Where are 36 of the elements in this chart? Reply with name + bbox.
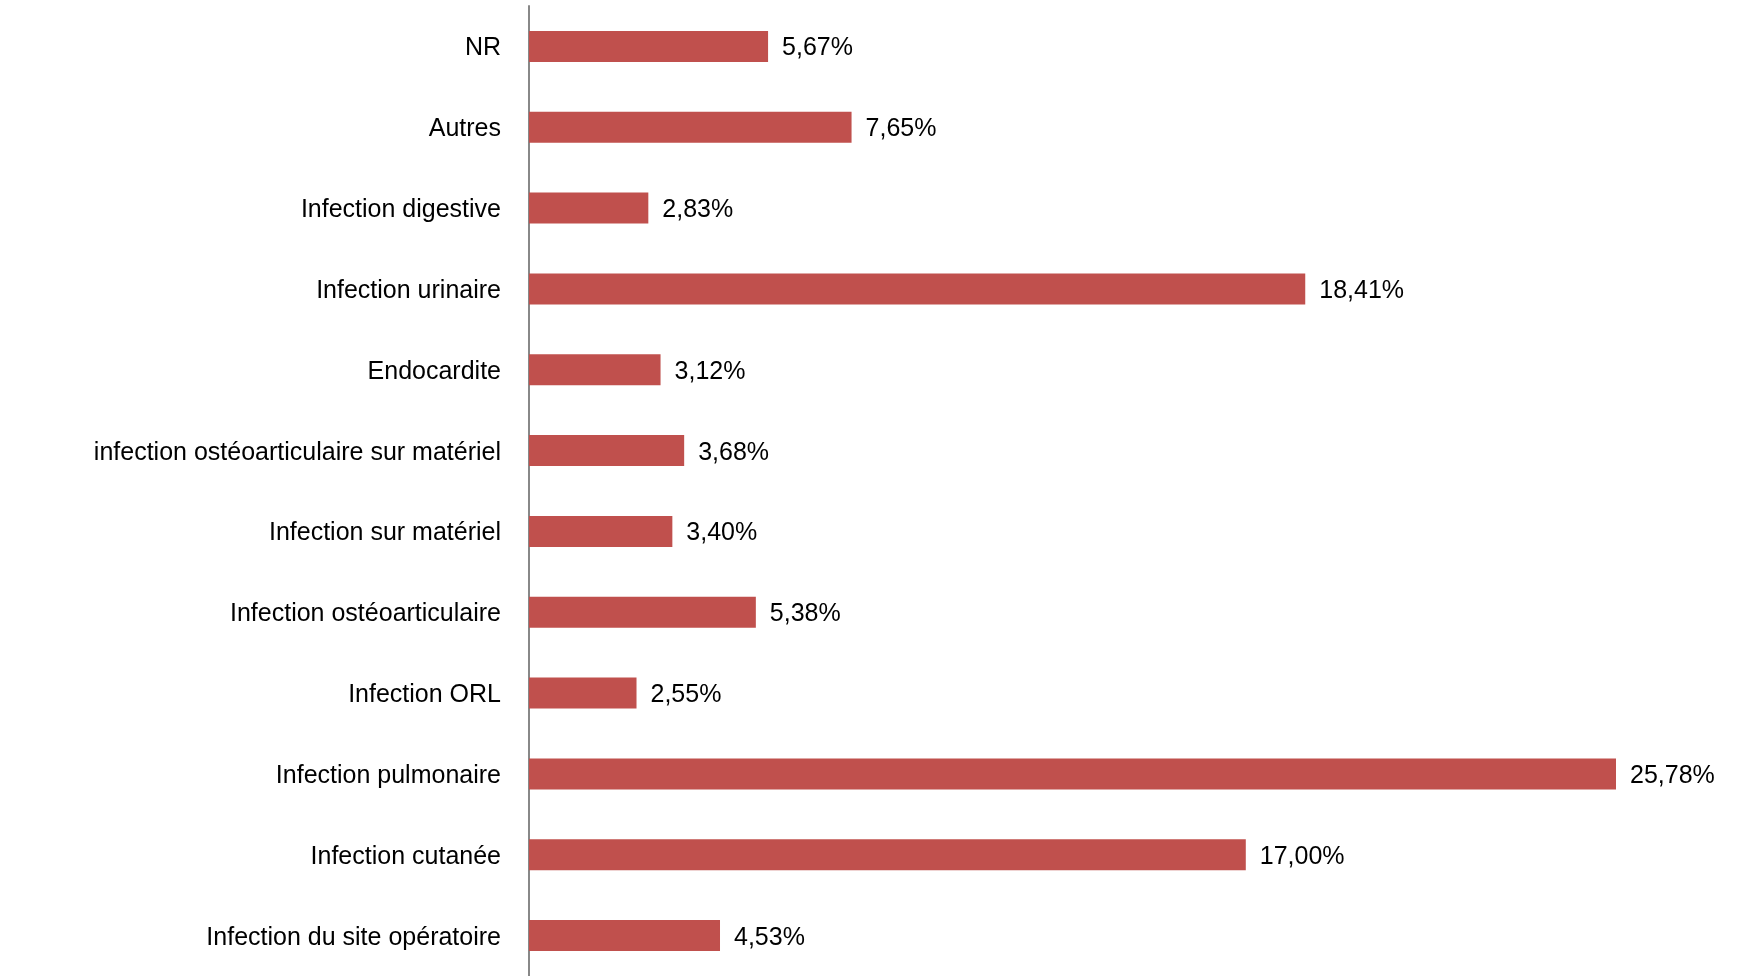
- y-tick-label: Infection pulmonaire: [275, 759, 501, 788]
- bar: [529, 111, 852, 143]
- y-tick-label: Infection ostéoarticulaire: [230, 598, 501, 627]
- y-tick-label: Endocardite: [367, 355, 501, 384]
- bar: [529, 515, 673, 547]
- data-label: 5,67%: [782, 32, 853, 61]
- y-tick-label: Infection du site opératoire: [206, 921, 501, 950]
- data-label: 5,38%: [769, 598, 841, 627]
- y-tick-label: Infection cutanée: [310, 840, 501, 869]
- bar: [529, 192, 649, 224]
- data-label: 4,53%: [734, 921, 805, 950]
- data-label: 18,41%: [1319, 274, 1405, 303]
- bar: [529, 30, 769, 62]
- data-label: 25,78%: [1630, 759, 1715, 788]
- bar: [529, 677, 637, 709]
- y-tick-label: Infection digestive: [300, 194, 501, 223]
- bar: [529, 435, 685, 467]
- data-label: 17,00%: [1259, 840, 1345, 869]
- y-tick-label: infection ostéoarticulaire sur matériel: [93, 436, 501, 465]
- data-label: 3,12%: [674, 355, 746, 384]
- bar: [529, 596, 756, 628]
- bar: [529, 273, 1306, 305]
- data-label: 7,65%: [865, 113, 937, 142]
- y-tick-label: NR: [464, 32, 501, 61]
- y-tick-label: Infection ORL: [348, 679, 502, 708]
- y-tick-label: Infection urinaire: [316, 274, 501, 303]
- bar: [529, 839, 1246, 871]
- bar: [529, 354, 661, 386]
- y-tick-label: Infection sur matériel: [268, 517, 501, 546]
- y-tick-label: Autres: [428, 113, 501, 142]
- data-label: 2,55%: [650, 679, 722, 708]
- bar: [529, 920, 721, 952]
- data-label: 3,40%: [686, 517, 758, 546]
- bar: [529, 758, 1616, 790]
- data-label: 3,68%: [698, 436, 770, 465]
- data-label: 2,83%: [662, 194, 734, 223]
